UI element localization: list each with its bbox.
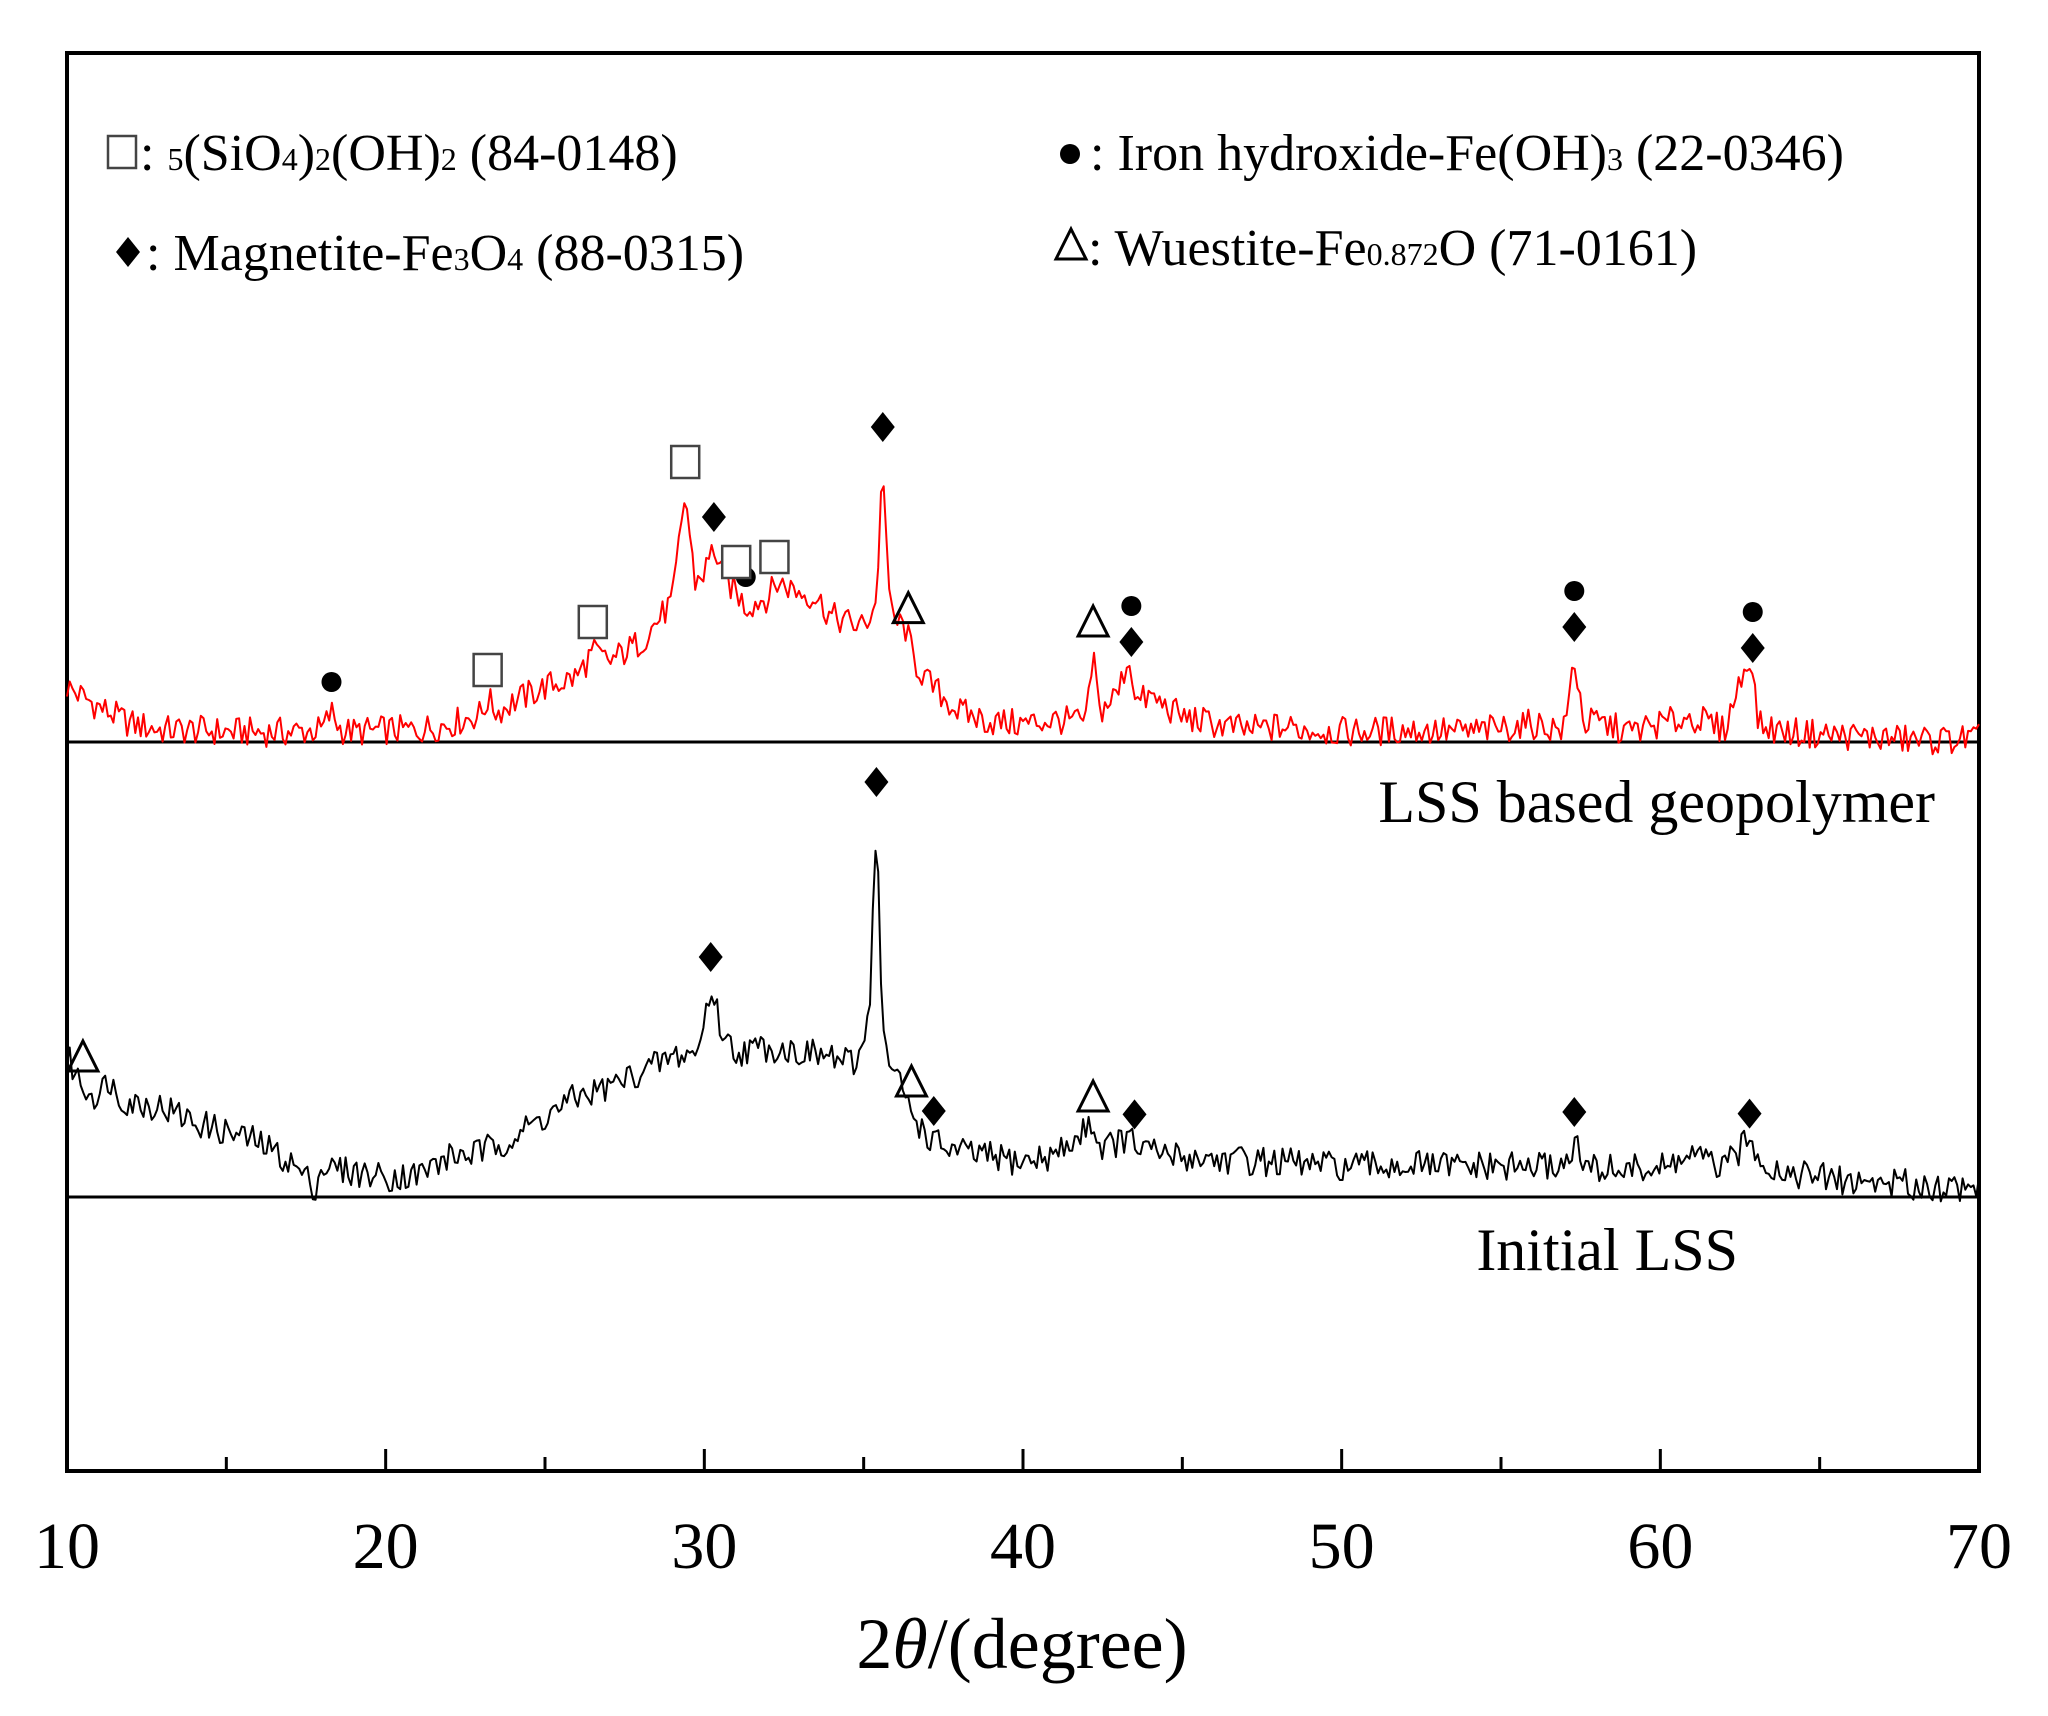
legend: : 5(SiO4)2(OH)2 (84-0148): Iron hydroxid…	[106, 125, 1844, 282]
legend-text-part: Iron hydroxide-Fe(OH)	[1117, 125, 1607, 182]
x-tick-label: 40	[990, 1510, 1056, 1583]
series-group	[66, 485, 1980, 1203]
wuestite-marker	[65, 1037, 101, 1073]
x-axis-title-theta: θ	[892, 1604, 927, 1684]
magnetite-marker	[116, 237, 140, 267]
x-tick-label: 30	[671, 1510, 737, 1583]
x-tick-label: 70	[1946, 1510, 2012, 1583]
csh-marker	[720, 544, 752, 580]
legend-subscript: 4	[507, 241, 523, 277]
legend-entry: : Magnetite-Fe3O4 (88-0315)	[116, 225, 744, 282]
legend-subscript: 5	[167, 141, 183, 177]
wuestite-marker	[1053, 225, 1089, 261]
x-axis: 10 20 30 40 50 60 70	[34, 1449, 2012, 1583]
legend-subscript: 3	[454, 241, 470, 277]
series-line-initial	[66, 849, 1980, 1203]
legend-text-part: Wuestite-Fe	[1115, 220, 1367, 277]
wuestite-marker	[894, 1062, 929, 1098]
legend-text-part: (SiO	[183, 125, 281, 182]
legend-label: : Magnetite-Fe3O4 (88-0315)	[146, 225, 744, 282]
magnetite-marker	[864, 767, 889, 797]
magnetite-marker	[1562, 1097, 1587, 1127]
peak-markers	[65, 412, 1765, 1130]
series-line-geopolymer	[66, 485, 1980, 756]
legend-subscript: 2	[441, 141, 457, 177]
legend-subscript: 0.872	[1367, 236, 1439, 272]
iron-hydroxide-marker	[1121, 596, 1142, 616]
magnetite-marker	[1562, 612, 1587, 642]
magnetite-marker	[1740, 633, 1765, 663]
legend-subscript: 2	[315, 141, 331, 177]
csh-marker	[106, 134, 138, 170]
x-tick-label: 60	[1627, 1510, 1693, 1583]
x-tick-label: 20	[353, 1510, 419, 1583]
x-axis-title-prefix: 2	[856, 1604, 892, 1684]
iron-hydroxide-marker	[1742, 602, 1763, 622]
trace-label-initial: Initial LSS	[1476, 1217, 1738, 1283]
legend-colon: :	[1088, 220, 1115, 277]
legend-subscript: 4	[282, 141, 298, 177]
wuestite-marker	[1075, 602, 1111, 638]
x-axis-title-unit: /(degree)	[928, 1604, 1188, 1684]
legend-colon: :	[140, 125, 167, 182]
wuestite-marker	[890, 589, 926, 625]
magnetite-marker	[921, 1096, 946, 1126]
legend-text-part: )	[298, 125, 315, 182]
legend-entry: : Iron hydroxide-Fe(OH)3 (22-0346)	[1060, 125, 1844, 182]
legend-entry: : 5(SiO4)2(OH)2 (84-0148)	[106, 125, 678, 182]
csh-marker	[577, 604, 609, 640]
legend-subscript: 3	[1607, 141, 1623, 177]
magnetite-marker	[1737, 1098, 1762, 1129]
legend-label: : Iron hydroxide-Fe(OH)3 (22-0346)	[1090, 125, 1844, 182]
legend-colon: :	[146, 225, 173, 282]
legend-text-part: O (71-0161)	[1439, 220, 1698, 277]
x-axis-title: 2θ/(degree)	[856, 1604, 1187, 1684]
x-tick-label: 50	[1309, 1510, 1375, 1583]
magnetite-marker	[701, 502, 726, 532]
legend-label: : Wuestite-Fe0.872O (71-0161)	[1088, 220, 1697, 277]
trace-label-geopolymer: LSS based geopolymer	[1378, 769, 1935, 835]
legend-colon: :	[1090, 125, 1117, 182]
iron-hydroxide-marker	[321, 672, 342, 692]
magnetite-marker	[698, 942, 723, 972]
x-tick-label: 10	[34, 1510, 100, 1583]
legend-text-part: (OH)	[331, 125, 441, 182]
iron-hydroxide-marker	[1564, 581, 1585, 601]
magnetite-marker	[1122, 1099, 1147, 1130]
wuestite-marker	[1075, 1077, 1111, 1113]
magnetite-marker	[1119, 627, 1144, 657]
legend-label: : 5(SiO4)2(OH)2 (84-0148)	[140, 125, 678, 182]
legend-entry: : Wuestite-Fe0.872O (71-0161)	[1053, 220, 1697, 277]
legend-text-part: (22-0346)	[1623, 125, 1844, 182]
csh-marker	[669, 444, 701, 480]
legend-text-part: Magnetite-Fe	[173, 225, 453, 282]
legend-text-part: O	[470, 225, 508, 282]
legend-text-part: (88-0315)	[523, 225, 744, 282]
iron-hydroxide-marker	[1060, 144, 1080, 164]
magnetite-marker	[870, 412, 895, 442]
csh-marker	[472, 652, 503, 688]
legend-text-part: (84-0148)	[457, 125, 678, 182]
csh-marker	[759, 539, 790, 575]
